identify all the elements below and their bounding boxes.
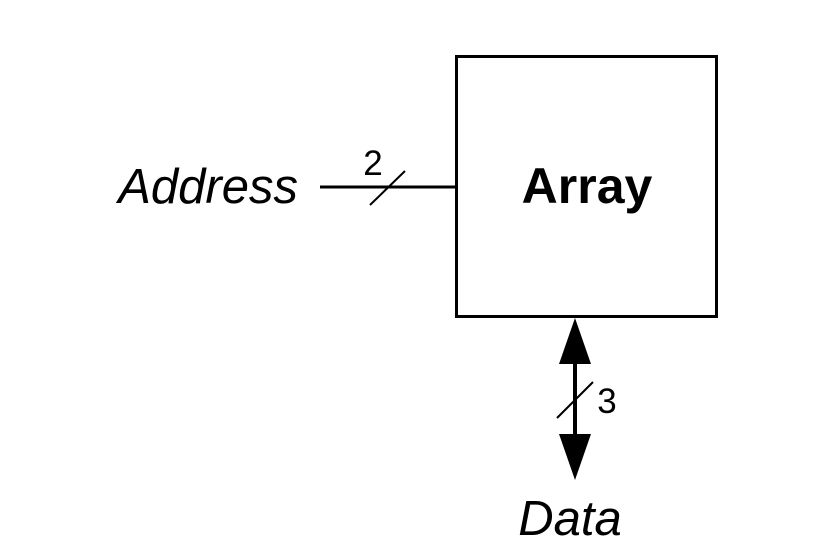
address-bus-width-slash bbox=[369, 170, 406, 206]
address-label: Address bbox=[115, 160, 298, 214]
data-bus-width-slash bbox=[556, 381, 594, 419]
address-bus-width-label: 2 bbox=[363, 144, 382, 183]
data-bus-width-label: 3 bbox=[597, 382, 616, 421]
data-label: Data bbox=[518, 492, 622, 546]
data-bus-arrowhead-down bbox=[559, 434, 591, 480]
array-block bbox=[455, 55, 718, 318]
array-label: Array bbox=[522, 158, 653, 214]
data-bus-arrowhead-up bbox=[559, 318, 591, 364]
